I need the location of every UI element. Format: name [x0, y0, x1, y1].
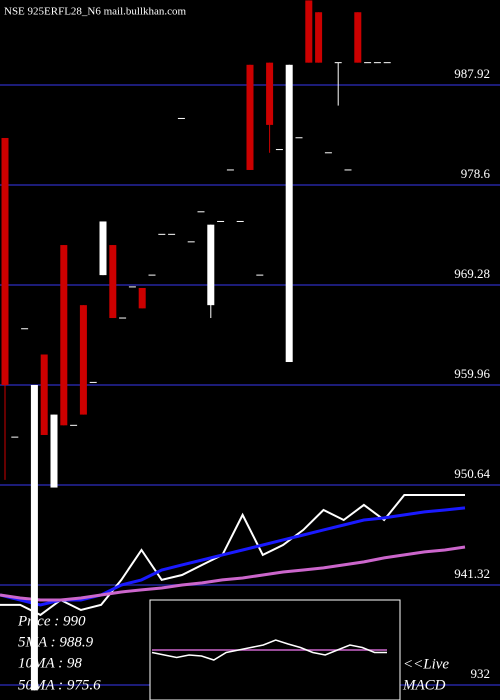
y-tick-label: 932	[471, 666, 491, 681]
macd-panel	[149, 599, 401, 700]
candle-body	[1, 137, 9, 385]
y-tick-label: 969.28	[454, 266, 490, 281]
candle-body	[40, 354, 48, 435]
y-tick-label: 959.96	[454, 366, 490, 381]
indicator-line	[0, 545, 466, 602]
info-text: 50MA : 975.6	[18, 677, 101, 693]
candle-body	[60, 245, 68, 426]
info-text: 10MA : 98	[18, 655, 82, 671]
candle-body	[138, 287, 146, 309]
info-text: 5MA : 988.9	[18, 634, 94, 650]
candle-body	[305, 0, 313, 63]
indicator-lines	[0, 494, 466, 617]
macd-label: MACD	[402, 677, 446, 693]
info-text: Price : 990	[17, 613, 86, 629]
y-tick-label: 941.32	[454, 566, 490, 581]
candles	[1, 0, 391, 691]
y-tick-label: 950.64	[454, 466, 490, 481]
candle-body	[30, 384, 38, 691]
y-tick-label: 987.92	[454, 66, 490, 81]
candle-body	[79, 305, 87, 415]
candle-body	[285, 64, 293, 363]
candle-body	[266, 62, 274, 125]
candle-body	[207, 224, 215, 306]
chart-title: NSE 925ERFL28_N6 mail.bullkhan.com	[4, 6, 187, 18]
candle-body	[246, 64, 254, 170]
y-tick-label: 978.6	[461, 166, 491, 181]
candle-body	[50, 414, 58, 488]
indicator-line	[0, 494, 465, 617]
candle-body	[315, 12, 323, 63]
candle-body	[354, 12, 362, 63]
candle-body	[109, 245, 117, 319]
indicator-line	[0, 506, 466, 607]
candle-body	[99, 221, 107, 276]
macd-label: <<Live	[403, 656, 449, 672]
macd-line	[151, 639, 387, 661]
